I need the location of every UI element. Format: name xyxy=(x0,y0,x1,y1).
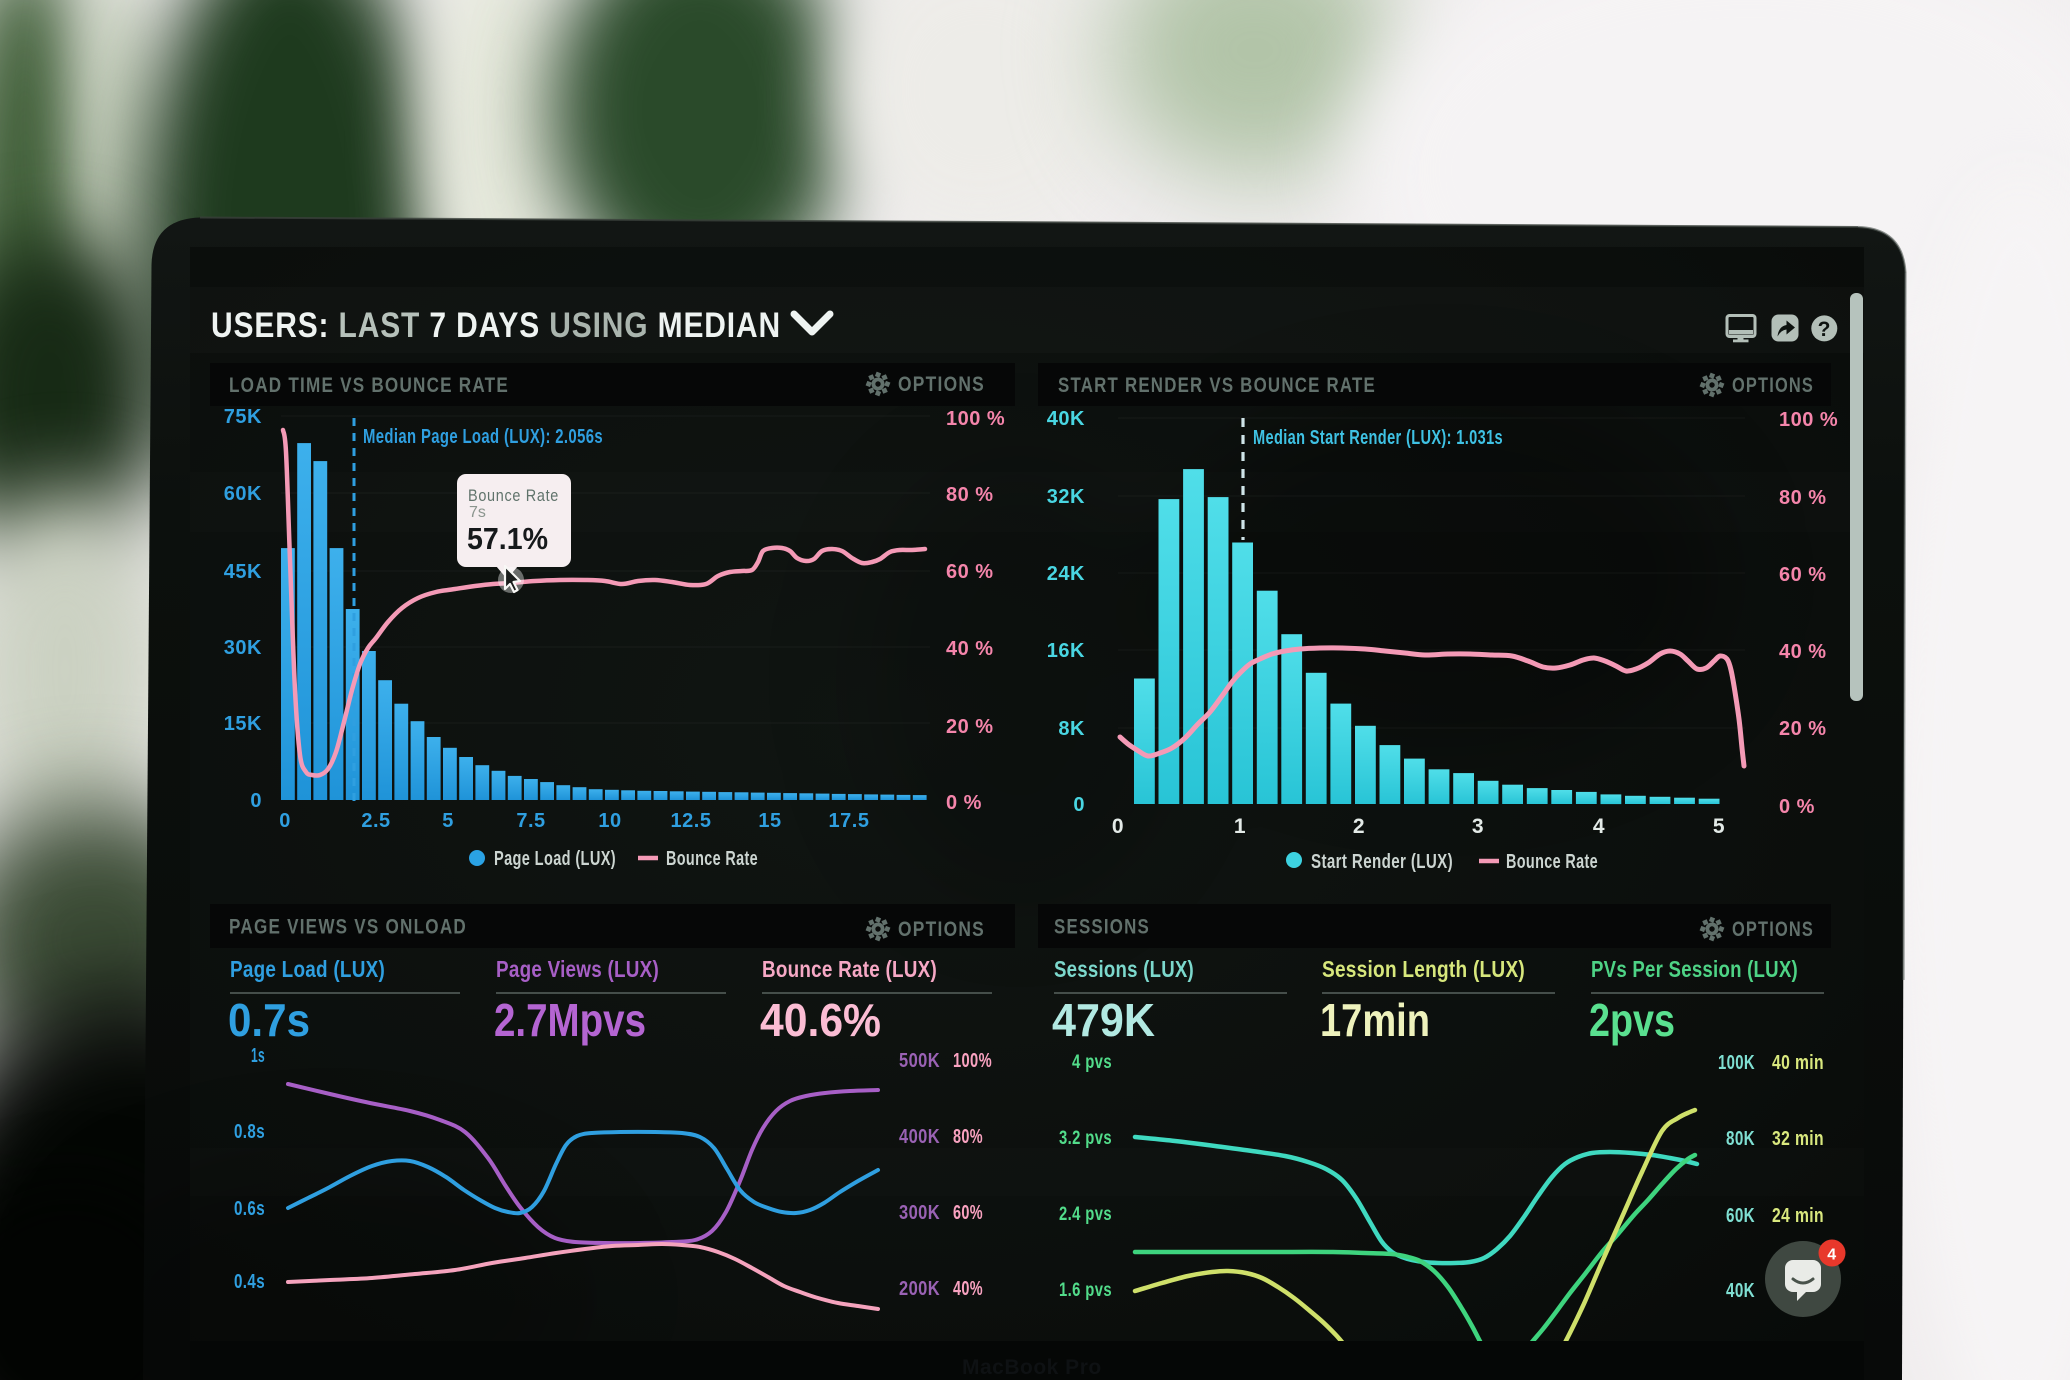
svg-text:8K: 8K xyxy=(1058,718,1085,740)
svg-text:2pvs: 2pvs xyxy=(1589,994,1675,1046)
svg-text:OPTIONS: OPTIONS xyxy=(898,918,985,941)
svg-text:15: 15 xyxy=(758,810,781,832)
svg-text:MacBook Pro: MacBook Pro xyxy=(962,1356,1102,1379)
svg-text:1.6 pvs: 1.6 pvs xyxy=(1059,1280,1112,1301)
svg-text:3: 3 xyxy=(1472,815,1484,838)
svg-text:2.4 pvs: 2.4 pvs xyxy=(1059,1204,1112,1225)
svg-text:OPTIONS: OPTIONS xyxy=(898,373,985,396)
svg-text:Median Page Load (LUX): 2.056s: Median Page Load (LUX): 2.056s xyxy=(363,426,603,448)
svg-text:5: 5 xyxy=(1713,815,1725,838)
svg-text:3.2 pvs: 3.2 pvs xyxy=(1059,1128,1112,1149)
svg-text:0.7s: 0.7s xyxy=(228,994,310,1046)
svg-text:7.5: 7.5 xyxy=(516,810,545,832)
svg-text:0: 0 xyxy=(1073,794,1085,816)
svg-text:80 %: 80 % xyxy=(946,484,994,506)
svg-text:5: 5 xyxy=(442,810,454,832)
svg-text:LOAD TIME VS BOUNCE RATE: LOAD TIME VS BOUNCE RATE xyxy=(229,374,509,397)
svg-text:40.6%: 40.6% xyxy=(760,994,881,1046)
svg-text:17.5: 17.5 xyxy=(829,810,870,832)
svg-text:START RENDER VS BOUNCE RATE: START RENDER VS BOUNCE RATE xyxy=(1058,374,1376,397)
svg-text:15K: 15K xyxy=(224,713,262,735)
svg-text:0 %: 0 % xyxy=(946,792,982,814)
svg-text:0 %: 0 % xyxy=(1779,796,1815,818)
svg-text:100 %: 100 % xyxy=(946,408,1005,430)
svg-text:60 %: 60 % xyxy=(1779,564,1827,586)
svg-text:Session Length (LUX): Session Length (LUX) xyxy=(1322,956,1525,982)
svg-text:400K: 400K xyxy=(899,1126,940,1148)
svg-text:40 %: 40 % xyxy=(1779,641,1827,663)
svg-text:24K: 24K xyxy=(1047,563,1085,585)
svg-text:Median Start Render (LUX): 1.0: Median Start Render (LUX): 1.031s xyxy=(1253,427,1503,449)
svg-text:100%: 100% xyxy=(953,1050,992,1072)
svg-text:60K: 60K xyxy=(224,483,262,505)
svg-text:300K: 300K xyxy=(899,1202,940,1224)
svg-text:80 %: 80 % xyxy=(1779,487,1827,509)
svg-text:20 %: 20 % xyxy=(1779,718,1827,740)
svg-text:60K: 60K xyxy=(1726,1205,1755,1227)
svg-text:32 min: 32 min xyxy=(1772,1128,1824,1150)
svg-text:40 min: 40 min xyxy=(1772,1052,1824,1074)
svg-text:OPTIONS: OPTIONS xyxy=(1732,918,1814,941)
svg-text:PAGE VIEWS VS ONLOAD: PAGE VIEWS VS ONLOAD xyxy=(229,916,467,939)
svg-text:0.4s: 0.4s xyxy=(234,1271,265,1293)
svg-text:12.5: 12.5 xyxy=(671,810,712,832)
svg-text:80%: 80% xyxy=(953,1126,983,1148)
svg-text:OPTIONS: OPTIONS xyxy=(1732,374,1814,397)
svg-text:USERS: LAST 7 DAYS USING MEDIA: USERS: LAST 7 DAYS USING MEDIAN xyxy=(211,306,781,345)
svg-text:200K: 200K xyxy=(899,1278,940,1300)
svg-text:17min: 17min xyxy=(1320,994,1430,1046)
svg-text:?: ? xyxy=(1818,318,1831,341)
svg-text:2.5: 2.5 xyxy=(361,810,390,832)
svg-text:Page Views (LUX): Page Views (LUX) xyxy=(496,956,659,982)
svg-text:45K: 45K xyxy=(224,561,262,583)
svg-text:PVs Per Session (LUX): PVs Per Session (LUX) xyxy=(1591,956,1798,982)
svg-text:60%: 60% xyxy=(953,1202,983,1224)
svg-text:30K: 30K xyxy=(224,637,262,659)
svg-text:40K: 40K xyxy=(1047,408,1085,430)
svg-text:0: 0 xyxy=(250,790,262,812)
svg-text:Bounce Rate (LUX): Bounce Rate (LUX) xyxy=(762,956,937,982)
svg-text:479K: 479K xyxy=(1052,994,1155,1046)
svg-text:100 %: 100 % xyxy=(1779,409,1838,431)
svg-text:4 pvs: 4 pvs xyxy=(1072,1052,1112,1073)
svg-text:SESSIONS: SESSIONS xyxy=(1054,916,1150,939)
svg-text:16K: 16K xyxy=(1047,640,1085,662)
svg-text:20 %: 20 % xyxy=(946,716,994,738)
svg-text:2.7Mpvs: 2.7Mpvs xyxy=(494,994,646,1046)
svg-text:75K: 75K xyxy=(224,406,262,428)
svg-text:Bounce Rate: Bounce Rate xyxy=(468,486,559,505)
svg-text:7s: 7s xyxy=(469,504,486,521)
svg-text:Bounce Rate: Bounce Rate xyxy=(666,848,758,870)
svg-text:0: 0 xyxy=(279,810,291,832)
svg-text:57.1%: 57.1% xyxy=(467,521,548,556)
svg-text:1s: 1s xyxy=(251,1045,265,1067)
svg-text:40%: 40% xyxy=(953,1278,983,1300)
svg-text:1: 1 xyxy=(1234,815,1246,838)
svg-text:24 min: 24 min xyxy=(1772,1205,1824,1227)
svg-text:4: 4 xyxy=(1827,1247,1836,1264)
svg-text:500K: 500K xyxy=(899,1050,940,1072)
svg-text:4: 4 xyxy=(1593,815,1605,838)
svg-text:Page Load (LUX): Page Load (LUX) xyxy=(230,956,385,982)
svg-text:10: 10 xyxy=(598,810,621,832)
svg-text:0.6s: 0.6s xyxy=(234,1198,265,1220)
svg-text:2: 2 xyxy=(1353,815,1365,838)
svg-text:0.8s: 0.8s xyxy=(234,1121,265,1143)
svg-text:32K: 32K xyxy=(1047,486,1085,508)
svg-text:0: 0 xyxy=(1112,815,1124,838)
svg-text:Bounce Rate: Bounce Rate xyxy=(1506,851,1598,873)
svg-text:40K: 40K xyxy=(1726,1280,1755,1302)
svg-text:40 %: 40 % xyxy=(946,638,994,660)
svg-text:Sessions (LUX): Sessions (LUX) xyxy=(1054,956,1194,982)
svg-text:60 %: 60 % xyxy=(946,561,994,583)
svg-text:Page Load (LUX): Page Load (LUX) xyxy=(494,848,616,870)
svg-text:Start Render (LUX): Start Render (LUX) xyxy=(1311,851,1453,873)
svg-text:80K: 80K xyxy=(1726,1128,1755,1150)
svg-text:100K: 100K xyxy=(1718,1052,1755,1074)
